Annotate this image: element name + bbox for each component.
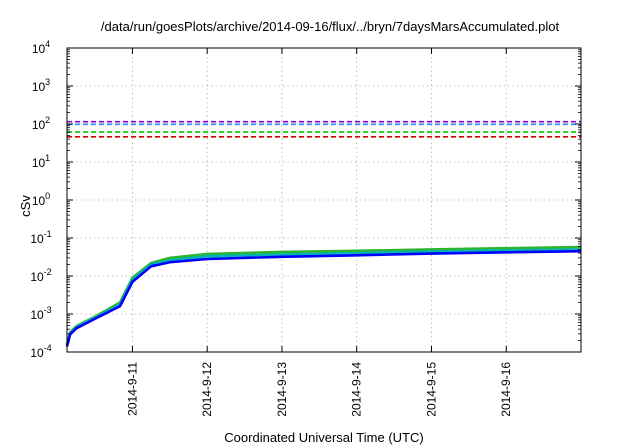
x-tick-layer: 2014-9-11 2014-9-12 2014-9-13 2014-9-14 2014… <box>125 48 513 417</box>
y-tick-layer: 10-4 10-3 10-2 10-1 100 101 102 103 104 <box>30 39 581 360</box>
y-tick-label: 102 <box>32 115 50 132</box>
x-tick-label: 2014-9-14 <box>350 362 364 417</box>
chart-title: /data/run/goesPlots/archive/2014-09-16/f… <box>101 19 560 34</box>
y-tick-label: 100 <box>32 191 50 208</box>
y-tick-label: 10-2 <box>30 267 51 284</box>
y-tick-label: 101 <box>32 153 50 170</box>
x-tick-label: 2014-9-11 <box>125 362 139 416</box>
x-tick-label: 2014-9-12 <box>200 362 214 417</box>
y-tick-label: 104 <box>32 39 50 56</box>
series-line <box>65 249 582 347</box>
series-line <box>65 248 582 346</box>
y-tick-label: 10-3 <box>30 305 51 322</box>
y-tick-label: 103 <box>32 77 50 94</box>
x-tick-label: 2014-9-13 <box>275 362 289 417</box>
y-tick-label: 10-1 <box>30 229 51 246</box>
x-tick-label: 2014-9-16 <box>499 362 513 417</box>
y-axis-label: cSv <box>18 195 33 217</box>
y-tick-label: 10-4 <box>30 343 51 360</box>
x-axis-label: Coordinated Universal Time (UTC) <box>224 430 423 445</box>
series-line <box>65 245 582 345</box>
grid-layer <box>67 48 581 352</box>
x-tick-label: 2014-9-15 <box>424 362 438 417</box>
series-layer <box>65 120 582 347</box>
